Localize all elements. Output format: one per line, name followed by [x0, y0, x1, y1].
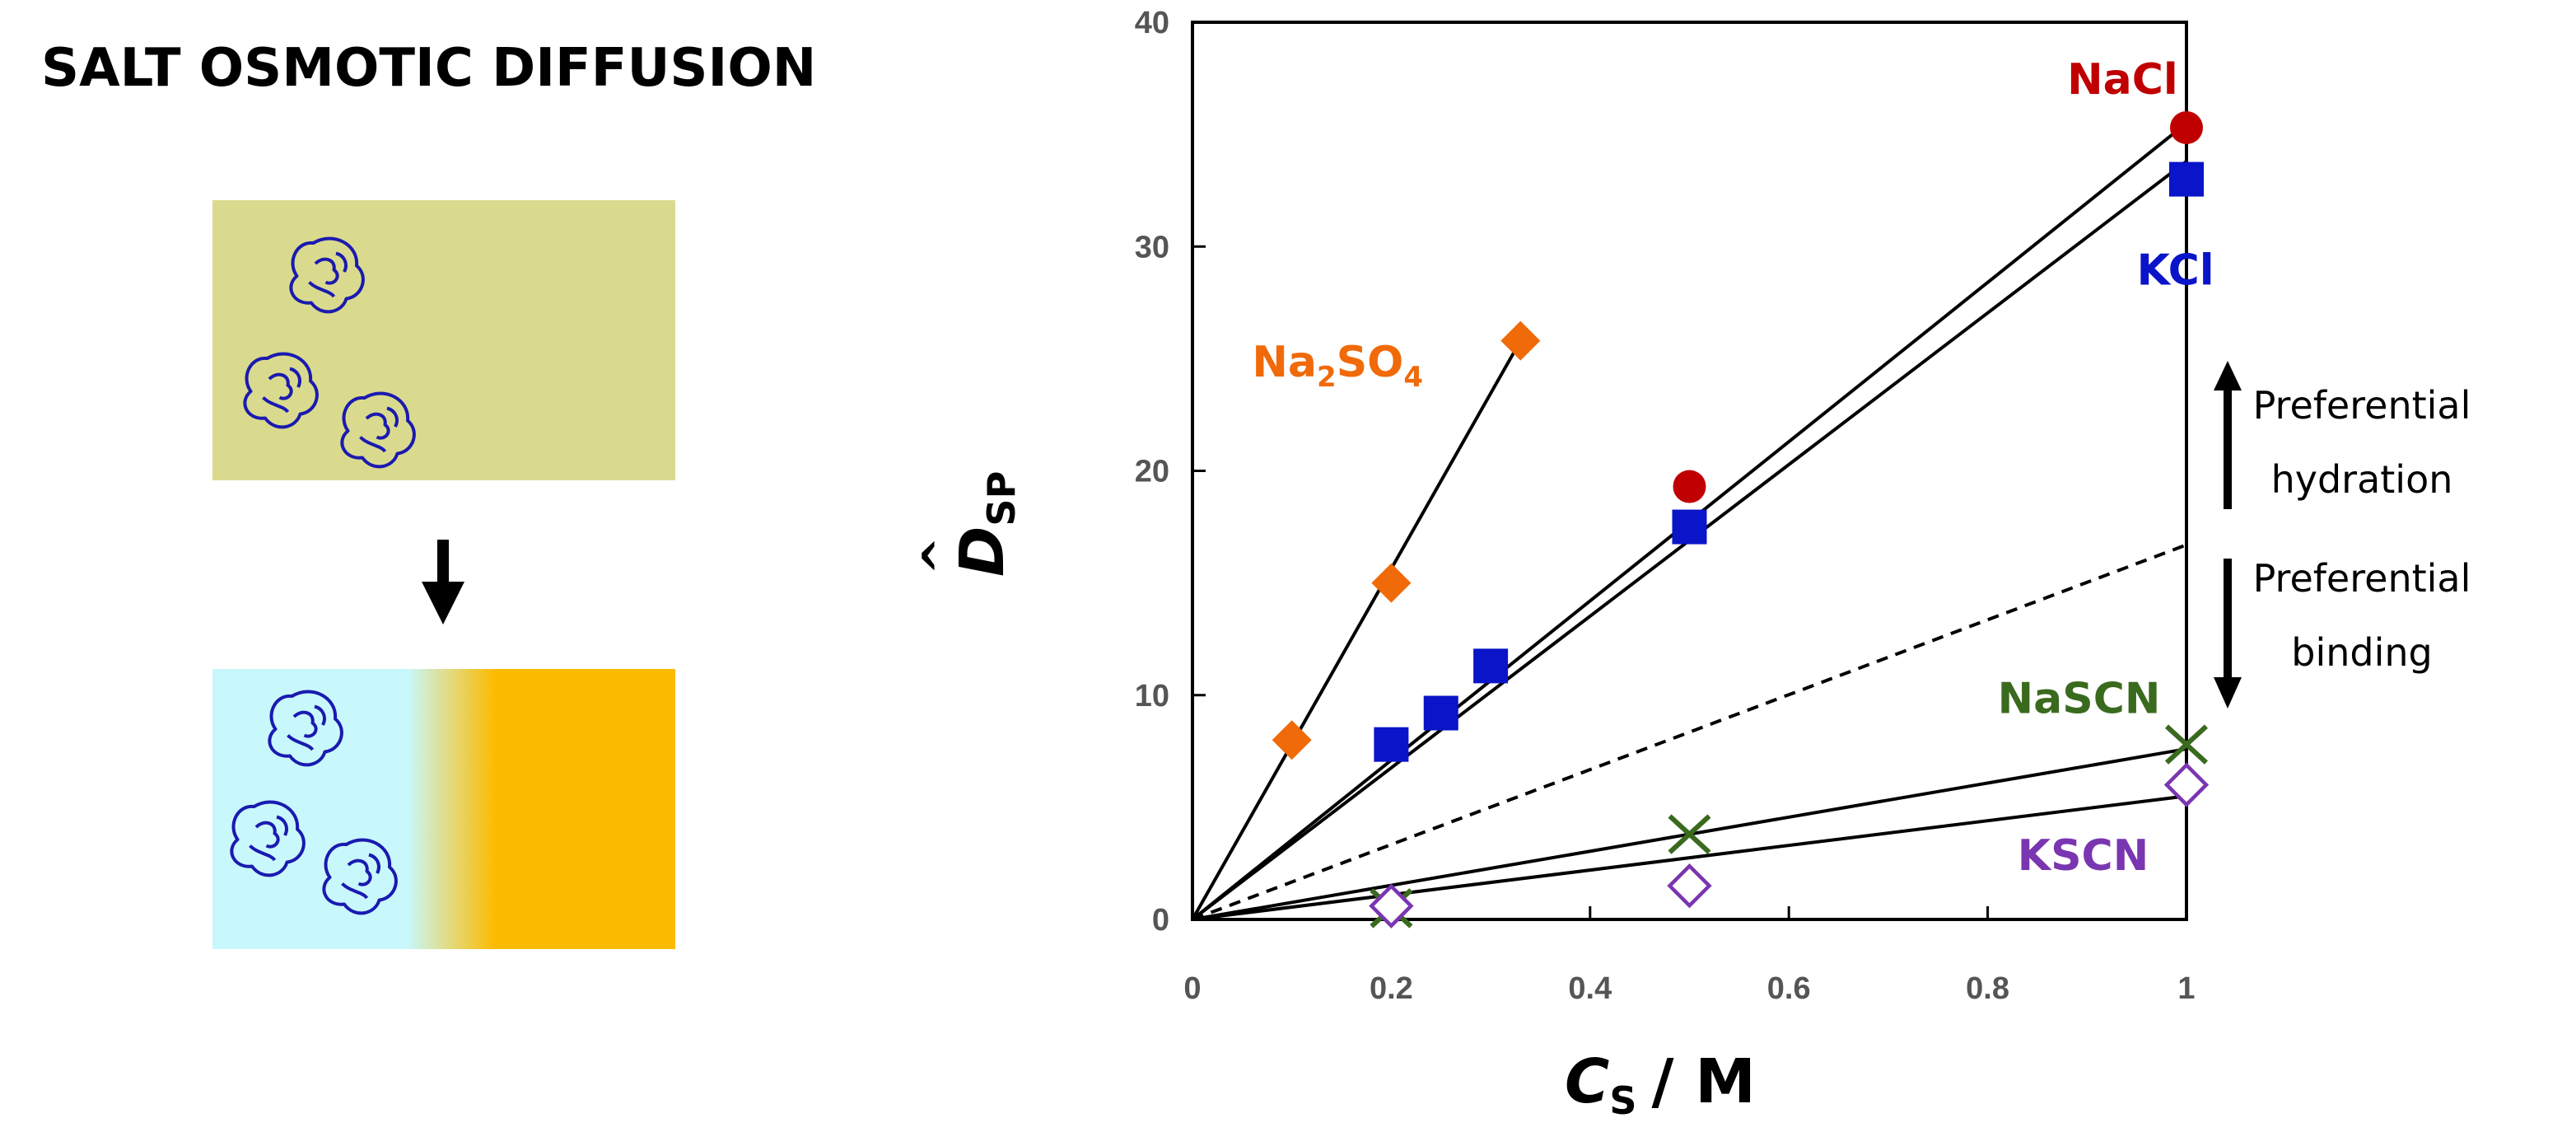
arrow-up-icon	[2214, 361, 2242, 391]
y-axis-label-sub: SP	[979, 471, 1024, 526]
data-point-na2so4	[1371, 563, 1412, 603]
x-axis-label-main: C	[1565, 1046, 1609, 1117]
data-point-nascn	[1668, 814, 1711, 854]
data-point-kscn	[1667, 863, 1712, 909]
data-point-kcl	[1672, 509, 1707, 545]
y-tick-label: 20	[1135, 455, 1169, 489]
fit-line-kscn	[1192, 794, 2187, 921]
data-point-kscn	[2163, 762, 2210, 807]
arrow-down-icon	[2214, 677, 2242, 709]
protein-icon	[230, 800, 306, 877]
binding-label-line2: binding	[2291, 630, 2432, 675]
series-label-kcl: KCl	[2137, 246, 2214, 296]
data-point-na2so4	[1500, 320, 1541, 361]
y-axis-hat: ^	[913, 536, 967, 575]
hydration-label-line2: hydration	[2271, 457, 2453, 502]
x-axis-label: CS / M	[1565, 1046, 1756, 1123]
binding-label-line1: Preferential	[2253, 556, 2471, 601]
data-point-kcl	[1473, 648, 1509, 684]
figure-title: SALT OSMOTIC DIFFUSION	[41, 38, 816, 99]
series-label-nascn: NaSCN	[1998, 675, 2161, 724]
hydration-annotation: Preferential hydration	[2214, 361, 2471, 509]
x-tick-label: 0	[1183, 971, 1201, 1006]
svg-text:DSP: DSP	[947, 471, 1024, 577]
solution-box-before	[212, 200, 675, 480]
protein-molecules	[230, 236, 416, 915]
data-point-nacl	[1673, 470, 1706, 503]
y-tick-label: 40	[1135, 6, 1169, 40]
y-axis-label: DSP ^	[913, 471, 1024, 577]
data-point-nascn	[2164, 724, 2209, 765]
fit-line-na2so4	[1191, 339, 1523, 920]
solution-box-after	[212, 669, 675, 949]
data-point-nacl	[2170, 110, 2203, 144]
y-tick-label: 0	[1152, 903, 1169, 938]
protein-icon	[268, 690, 343, 767]
protein-icon	[340, 391, 416, 469]
y-axis-label-main: D	[947, 526, 1018, 577]
series-label-kscn: KSCN	[2018, 831, 2149, 881]
x-tick-label: 0.8	[1966, 971, 2009, 1006]
protein-icon	[322, 838, 398, 915]
data-point-kcl	[1423, 695, 1458, 731]
hydration-label-line1: Preferential	[2253, 383, 2471, 428]
x-axis-label-unit: / M	[1651, 1046, 1755, 1117]
data-point-kcl	[2169, 161, 2204, 197]
x-tick-label: 0.6	[1767, 971, 1811, 1006]
data-point-na2so4	[1272, 720, 1312, 760]
x-tick-label: 1	[2177, 971, 2195, 1006]
x-tick-label: 0.4	[1568, 971, 1612, 1006]
y-tick-label: 30	[1135, 230, 1169, 264]
x-axis-label-sub: S	[1609, 1078, 1636, 1123]
series-label-na2so4: Na2SO4	[1252, 338, 1423, 394]
data-point-kcl	[1374, 727, 1409, 762]
chart: 0 10 20 30 40 0 0.2 0.4 0.6 0.8 1 NaCl KCl Na2SO4 NaS…	[913, 6, 2214, 1123]
series-label-nacl: NaCl	[2067, 55, 2178, 105]
arrow-down-icon	[422, 540, 464, 624]
x-tick-label: 0.2	[1370, 971, 1413, 1006]
binding-annotation: Preferential binding	[2214, 556, 2471, 709]
y-tick-label: 10	[1135, 679, 1169, 713]
data-point-kscn	[1369, 883, 1414, 928]
protein-icon	[243, 352, 319, 429]
protein-icon	[289, 236, 365, 314]
